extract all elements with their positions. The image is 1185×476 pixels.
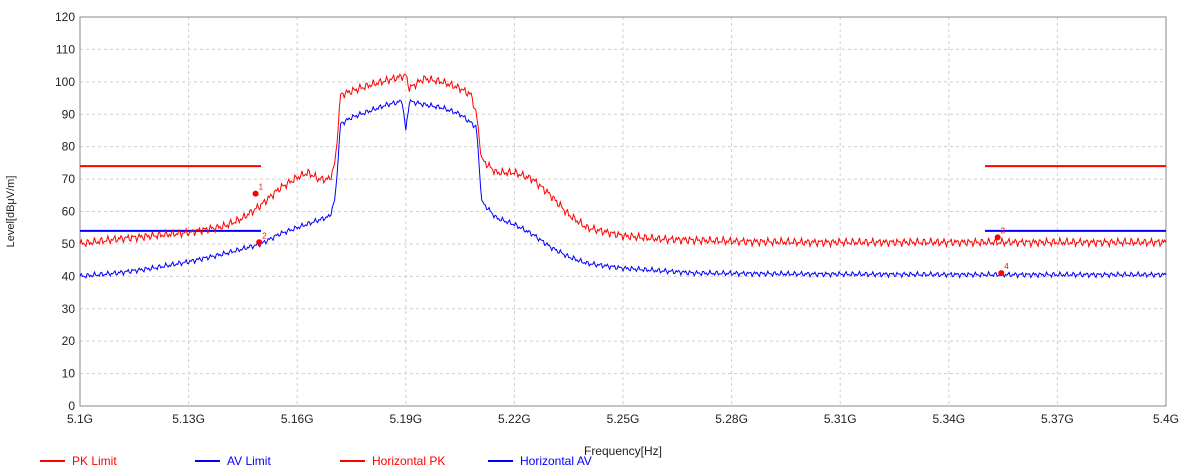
x-tick-labels: 5.1G 5.13G 5.16G 5.19G 5.22G 5.25G 5.28G 5.31G 5… (67, 412, 1179, 426)
marker-label: 2 (262, 231, 267, 240)
marker-4: 4 (998, 262, 1009, 277)
x-tick-label: 5.25G (607, 412, 640, 426)
y-tick-label: 90 (62, 107, 76, 121)
x-tick-label: 5.28G (715, 412, 748, 426)
x-tick-label: 5.4G (1153, 412, 1179, 426)
y-tick-labels: 0 10 20 30 40 50 60 70 80 90 100 110 120 (55, 10, 75, 413)
y-tick-label: 70 (62, 172, 76, 186)
x-tick-label: 5.19G (389, 412, 422, 426)
y-tick-label: 120 (55, 10, 75, 24)
x-tick-label: 5.1G (67, 412, 93, 426)
y-tick-label: 110 (56, 42, 75, 56)
marker-1: 1 (252, 183, 264, 197)
x-tick-label: 5.13G (172, 412, 205, 426)
legend-item-horizontal-av: Horizontal AV (488, 454, 592, 468)
y-tick-label: 0 (68, 399, 75, 413)
x-tick-label: 5.22G (498, 412, 531, 426)
marker-point (252, 190, 259, 197)
y-tick-label: 10 (62, 367, 76, 381)
x-tick-label: 5.16G (281, 412, 314, 426)
y-tick-label: 60 (62, 205, 76, 219)
marker-label: 4 (1004, 262, 1009, 271)
plot-area (79, 16, 1167, 407)
legend-label: PK Limit (72, 454, 117, 468)
x-tick-label: 5.37G (1041, 412, 1074, 426)
legend: PK Limit AV Limit Horizontal PK Horizontal … (40, 454, 592, 468)
x-axis-label: Frequency[Hz] (584, 444, 662, 458)
y-tick-label: 30 (62, 302, 76, 316)
legend-label: AV Limit (227, 454, 271, 468)
y-axis-label: Level[dBμV/m] (5, 176, 17, 248)
marker-label: 3 (1001, 226, 1006, 235)
marker-3: 3 (994, 226, 1006, 241)
legend-label: Horizontal AV (520, 454, 592, 468)
legend-label: Horizontal PK (372, 454, 445, 468)
marker-layer: 1 2 3 4 (252, 183, 1009, 277)
legend-item-pk-limit: PK Limit (40, 454, 117, 468)
y-tick-label: 40 (62, 269, 76, 283)
legend-item-horizontal-pk: Horizontal PK (340, 454, 445, 468)
series-layer (79, 73, 1167, 279)
marker-point (994, 234, 1001, 241)
y-tick-label: 100 (55, 75, 75, 89)
legend-item-av-limit: AV Limit (195, 454, 271, 468)
marker-2: 2 (256, 231, 267, 246)
y-tick-label: 20 (62, 334, 76, 348)
horizontal-pk-line (79, 73, 1167, 249)
marker-label: 1 (259, 183, 264, 192)
y-tick-label: 50 (62, 237, 76, 251)
x-tick-label: 5.34G (932, 412, 965, 426)
marker-point (998, 270, 1005, 277)
marker-point (256, 239, 263, 246)
x-tick-label: 5.31G (824, 412, 857, 426)
y-tick-label: 80 (62, 140, 76, 154)
grid (79, 16, 1167, 407)
